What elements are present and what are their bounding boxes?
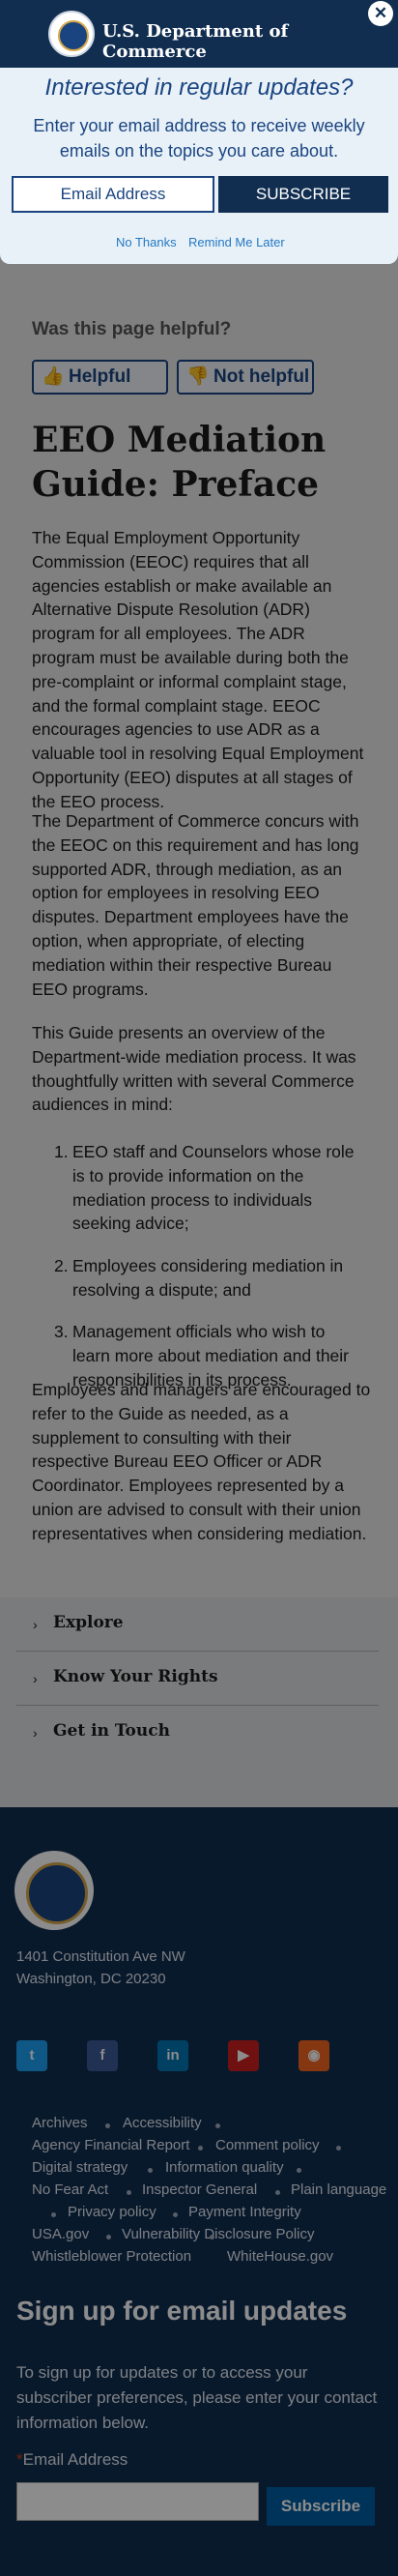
accordion-label: Know Your Rights <box>53 1667 218 1686</box>
signup-heading: Sign up for email updates <box>16 2296 348 2326</box>
feedback-question: Was this page helpful? <box>32 319 232 339</box>
email-label: *Email Address <box>16 2450 128 2470</box>
accordion-know-your-rights[interactable]: › Know Your Rights <box>16 1652 379 1706</box>
footer-link[interactable]: Archives <box>32 2115 88 2131</box>
footer-accordion: › Explore › Know Your Rights › Get in Touch <box>0 1597 398 1807</box>
not-helpful-button[interactable]: 👎 Not helpful <box>177 360 314 395</box>
paragraph: This Guide presents an overview of the D… <box>32 1023 356 1115</box>
footer-link[interactable]: Privacy policy <box>68 2204 156 2220</box>
chevron-right-icon: › <box>33 1725 38 1741</box>
department-seal <box>14 1851 94 1930</box>
footer-link[interactable]: No Fear Act <box>32 2181 109 2198</box>
footer-link[interactable]: Payment Integrity <box>188 2204 301 2220</box>
chevron-right-icon: › <box>33 1617 38 1632</box>
required-mark: * <box>16 2450 23 2469</box>
modal-text: Enter your email address to receive week… <box>33 116 365 161</box>
site-footer: 1401 Constitution Ave NW Washington, DC … <box>0 1807 398 2576</box>
not-helpful-label: Not helpful <box>213 366 310 387</box>
list-item-text: Employees considering mediation in resol… <box>72 1256 344 1300</box>
link-separator <box>173 2212 178 2217</box>
link-separator <box>275 2190 280 2195</box>
footer-link[interactable]: Information quality <box>165 2159 284 2176</box>
address-line: Washington, DC 20230 <box>16 1971 166 1987</box>
accordion-label: Get in Touch <box>53 1721 170 1741</box>
facebook-icon[interactable]: f <box>87 2040 118 2071</box>
footer-link[interactable]: Inspector General <box>142 2181 258 2198</box>
link-separator <box>105 2123 110 2128</box>
link-separator <box>297 2168 301 2173</box>
helpful-button[interactable]: 👍 Helpful <box>32 360 168 395</box>
signup-text: To sign up for updates or to access your… <box>16 2363 378 2432</box>
footer-link[interactable]: Agency Financial Report <box>32 2137 190 2153</box>
accordion-explore[interactable]: › Explore <box>16 1597 379 1652</box>
close-icon[interactable]: ✕ <box>368 1 393 26</box>
no-thanks-link[interactable]: No Thanks <box>116 235 177 249</box>
thumbs-up-icon: 👍 <box>42 366 65 387</box>
link-separator <box>51 2212 56 2217</box>
footer-link[interactable]: Digital strategy <box>32 2159 128 2176</box>
twitter-icon[interactable]: t <box>16 2040 47 2071</box>
subscribe-modal: Interested in regular updates? Enter you… <box>0 68 398 264</box>
linkedin-icon[interactable]: in <box>157 2040 188 2071</box>
footer-link[interactable]: Vulnerability Disclosure Policy <box>122 2226 315 2242</box>
modal-heading: Interested in regular updates? <box>44 74 354 101</box>
chevron-right-icon: › <box>33 1671 38 1686</box>
email-input[interactable]: Email Address <box>12 176 214 213</box>
footer-link[interactable]: Plain language <box>291 2181 387 2198</box>
page-title: EEO Mediation Guide: Preface <box>32 420 327 505</box>
remind-later-link[interactable]: Remind Me Later <box>188 235 285 249</box>
youtube-icon[interactable]: ▶ <box>228 2040 259 2071</box>
footer-address: 1401 Constitution Ave NW Washington, DC … <box>16 1946 185 1990</box>
link-separator <box>148 2168 153 2173</box>
email-label-text: Email Address <box>22 2450 128 2469</box>
footer-link[interactable]: WhiteHouse.gov <box>227 2248 334 2265</box>
link-separator <box>336 2146 341 2151</box>
paragraph: The Department of Commerce concurs with … <box>32 811 359 999</box>
footer-link[interactable]: Accessibility <box>123 2115 202 2131</box>
rss-icon[interactable]: ◉ <box>298 2040 329 2071</box>
site-header: U.S. Department of Commerce ✕ <box>0 0 398 68</box>
department-seal-logo[interactable] <box>48 11 95 57</box>
address-line: 1401 Constitution Ave NW <box>16 1948 185 1965</box>
paragraph: Employees and managers are encouraged to… <box>32 1380 371 1543</box>
link-separator <box>127 2190 131 2195</box>
footer-link[interactable]: Whistleblower Protection <box>32 2248 192 2265</box>
accordion-get-in-touch[interactable]: › Get in Touch <box>16 1706 379 1760</box>
footer-subscribe-button[interactable]: Subscribe <box>267 2487 375 2526</box>
footer-email-input[interactable] <box>16 2482 259 2521</box>
link-separator <box>106 2235 111 2239</box>
site-title[interactable]: U.S. Department of Commerce <box>102 21 289 62</box>
footer-link[interactable]: USA.gov <box>32 2226 90 2242</box>
subscribe-button[interactable]: SUBSCRIBE <box>218 176 388 213</box>
link-separator <box>210 2235 214 2239</box>
list-item-text: EEO staff and Counselors whose role is t… <box>72 1142 355 1234</box>
link-separator <box>215 2123 220 2128</box>
helpful-label: Helpful <box>69 366 131 387</box>
footer-link[interactable]: Comment policy <box>215 2137 320 2153</box>
list-item-text: Management officials who wish to learn m… <box>72 1322 350 1390</box>
paragraph: The Equal Employment Opportunity Commiss… <box>32 528 364 811</box>
link-separator <box>198 2146 203 2151</box>
thumbs-down-icon: 👎 <box>186 366 210 387</box>
accordion-label: Explore <box>53 1613 124 1632</box>
